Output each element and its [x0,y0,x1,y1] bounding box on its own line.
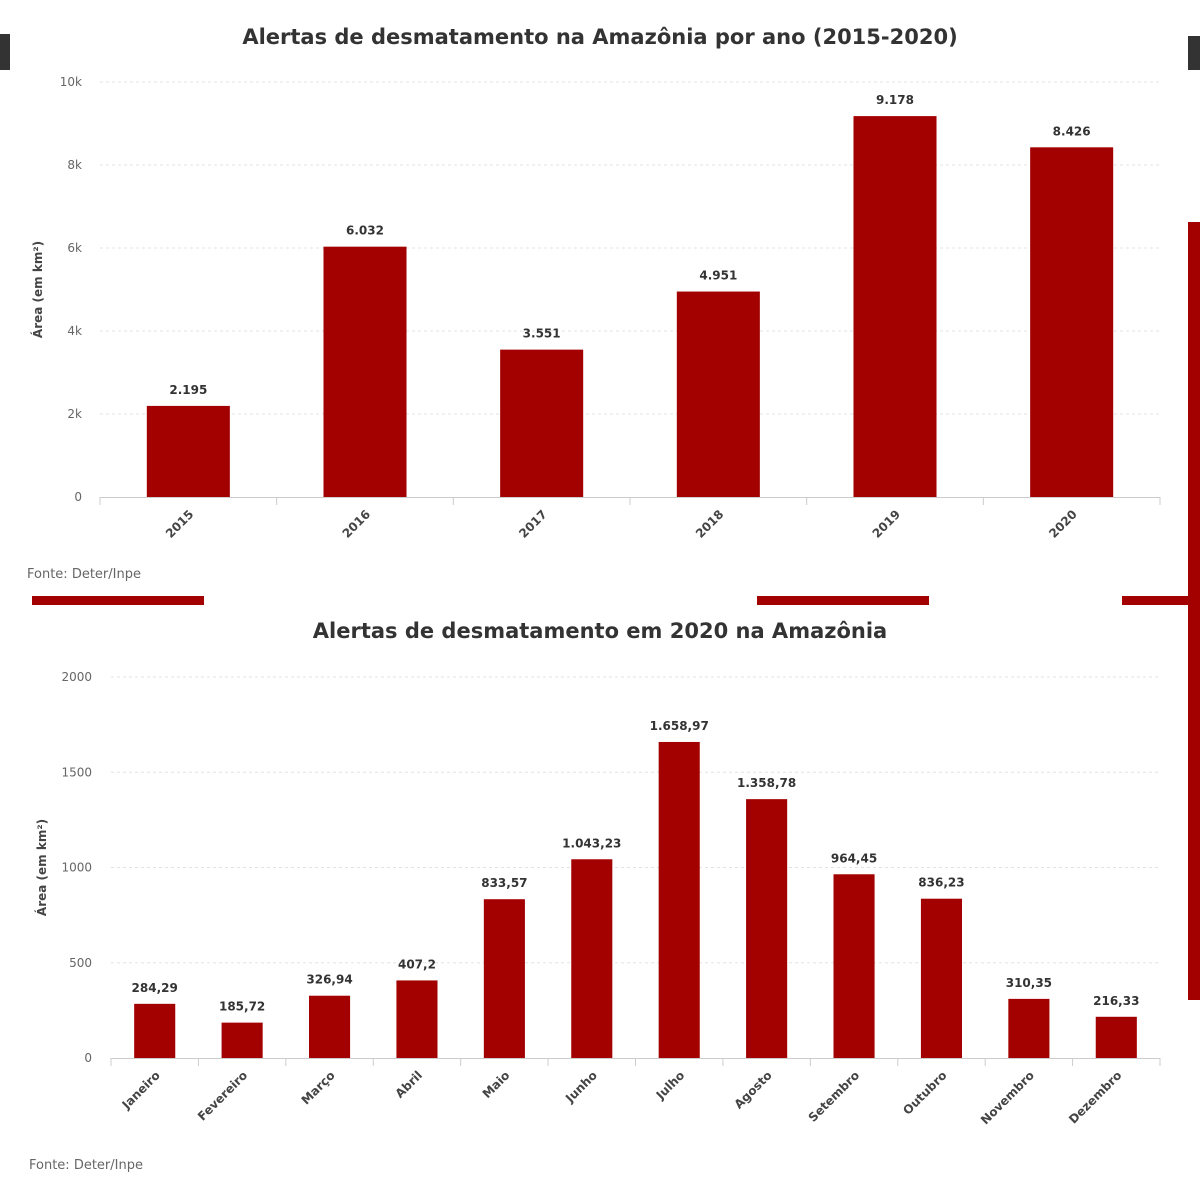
x-tick-label: Agosto [731,1068,774,1111]
data-label: 284,29 [132,981,178,995]
x-tick-label: 2017 [516,507,550,541]
y-tick-label: 0 [74,490,82,504]
y-tick-label: 2k [67,407,82,421]
x-tick-label: Abril [393,1068,426,1101]
bar [1008,998,1050,1058]
y-tick-label: 6k [67,241,82,255]
bar [571,859,613,1058]
x-tick-label: Julho [653,1068,688,1103]
x-tick-label: 2016 [340,507,374,541]
bar [658,741,700,1058]
collage-fragment-bar [1122,596,1200,605]
y-tick-label: 10k [60,75,82,89]
collage-fragment-glyph [0,34,10,70]
data-label: 833,57 [481,876,527,890]
data-label: 185,72 [219,1000,265,1014]
x-tick-label: Maio [480,1068,513,1101]
x-tick-label: Novembro [978,1068,1037,1127]
collage-fragment-bar [757,596,929,605]
bar [1095,1016,1137,1058]
data-label: 1.043,23 [562,836,621,850]
data-label: 2.195 [169,383,207,397]
x-tick-label: 2019 [870,507,904,541]
bar [134,1003,176,1058]
y-tick-label: 8k [67,158,82,172]
y-axis-label: Área (em km²) [34,819,49,916]
x-tick-label: 2018 [693,507,727,541]
data-label: 407,2 [398,957,436,971]
x-tick-label: Outubro [900,1068,949,1117]
x-tick-label: 2020 [1046,507,1080,541]
data-label: 4.951 [699,269,737,283]
data-label: 310,35 [1006,976,1052,990]
chart-title: Alertas de desmatamento na Amazônia por … [242,25,957,49]
collage-fragment-bar [32,596,204,605]
y-tick-label: 1000 [61,861,92,875]
bar [1030,147,1114,498]
bar [483,899,525,1058]
collage-fragment-glyph [1188,36,1200,70]
monthly-alerts-chart: Alertas de desmatamento em 2020 na Amazô… [0,600,1200,1200]
y-axis-label: Área (em km²) [30,241,45,338]
x-tick-label: Março [299,1068,338,1107]
y-tick-label: 2000 [61,670,92,684]
bar [396,980,438,1058]
x-tick-label: Junho [562,1068,600,1106]
data-label: 8.426 [1053,124,1091,138]
bar [833,874,875,1058]
bar [221,1022,263,1058]
y-tick-label: 1500 [61,765,92,779]
data-label: 1.658,97 [650,719,709,733]
data-label: 964,45 [831,851,877,865]
annual-alerts-chart: Alertas de desmatamento na Amazônia por … [27,25,1161,582]
y-tick-label: 0 [84,1051,92,1065]
bar [323,246,407,497]
data-label: 9.178 [876,93,914,107]
collage-fragment-bar [1188,222,1200,1000]
x-tick-label: Fevereiro [195,1068,250,1123]
chart-title: Alertas de desmatamento em 2020 na Amazô… [313,619,887,643]
annual-alerts-chart-svg: Alertas de desmatamento na Amazônia por … [27,25,1161,582]
source-note: Fonte: Deter/Inpe [29,1158,143,1173]
data-label: 216,33 [1093,994,1139,1008]
data-label: 836,23 [918,876,964,890]
data-label: 3.551 [523,327,561,341]
monthly-alerts-chart-svg: Alertas de desmatamento em 2020 na Amazô… [29,619,1161,1173]
x-tick-label: 2015 [163,507,197,541]
y-tick-label: 500 [69,956,92,970]
data-label: 1.358,78 [737,776,796,790]
x-tick-label: Dezembro [1066,1068,1124,1126]
bar [308,995,351,1058]
bar [676,291,760,497]
bar [920,898,963,1058]
bar [500,349,584,497]
data-label: 6.032 [346,224,384,238]
data-label: 326,94 [306,973,352,987]
source-note: Fonte: Deter/Inpe [27,567,141,582]
x-tick-label: Setembro [806,1068,863,1125]
bar [146,405,230,497]
bar [853,116,937,497]
bar [746,799,788,1058]
x-tick-label: Janeiro [119,1068,163,1112]
y-tick-label: 4k [67,324,82,338]
